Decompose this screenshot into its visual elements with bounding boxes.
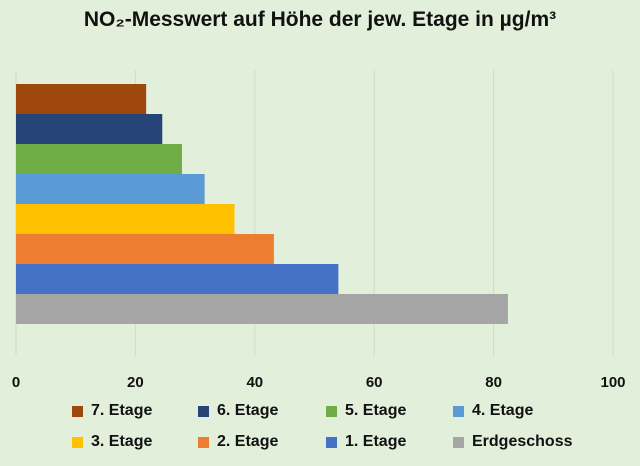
bar-5-etage xyxy=(16,144,182,174)
legend-item: 5. Etage xyxy=(326,402,406,420)
bar-1-etage xyxy=(16,264,339,294)
legend-label: 7. Etage xyxy=(91,402,153,419)
legend-label: 1. Etage xyxy=(345,433,407,450)
legend-label: 5. Etage xyxy=(345,402,407,419)
x-tick-label: 80 xyxy=(485,374,502,391)
bar-4-etage xyxy=(16,174,205,204)
x-tick-label: 20 xyxy=(127,374,144,391)
legend-label: 3. Etage xyxy=(91,433,153,450)
legend-swatch xyxy=(72,405,83,417)
bar-7-etage xyxy=(16,84,147,114)
legend-swatch xyxy=(453,405,464,417)
x-tick-label: 100 xyxy=(600,374,625,391)
legend-item: 4. Etage xyxy=(453,402,533,420)
legend-item: 1. Etage xyxy=(326,433,406,451)
legend-item: 6. Etage xyxy=(198,402,278,420)
legend-label: 4. Etage xyxy=(472,402,534,419)
x-tick-label: 40 xyxy=(246,374,263,391)
x-tick-label: 60 xyxy=(366,374,383,391)
legend-item: 3. Etage xyxy=(72,433,152,451)
legend-label: 2. Etage xyxy=(217,433,279,450)
bar-3-etage xyxy=(16,204,235,234)
legend-item: Erdgeschoss xyxy=(453,433,572,451)
bar-6-etage xyxy=(16,114,163,144)
bar-erdgeschoss xyxy=(16,294,508,324)
legend-label: 6. Etage xyxy=(217,402,279,419)
x-tick-label: 0 xyxy=(12,374,20,391)
bar-2-etage xyxy=(16,234,274,264)
legend-swatch xyxy=(453,436,464,448)
chart-title: NO₂-Messwert auf Höhe der jew. Etage in … xyxy=(83,8,557,31)
legend-item: 7. Etage xyxy=(72,402,152,420)
legend-swatch xyxy=(198,405,209,417)
legend-swatch xyxy=(198,436,209,448)
legend-label: Erdgeschoss xyxy=(472,433,573,450)
legend-swatch xyxy=(326,405,337,417)
legend-item: 2. Etage xyxy=(198,433,278,451)
legend-swatch xyxy=(72,436,83,448)
legend-swatch xyxy=(326,436,337,448)
